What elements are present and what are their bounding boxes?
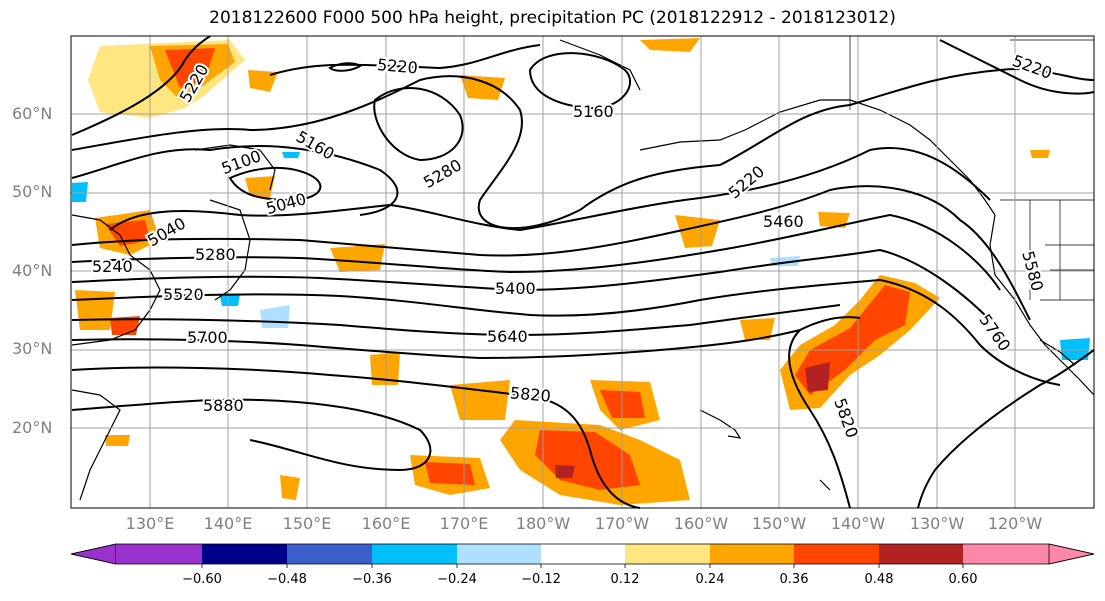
lon-label: 170°W [594,514,650,533]
lon-label: 130°W [909,514,965,533]
colorbar-bin [963,544,1049,564]
colorbar-bin [202,544,287,564]
lat-label: 40°N [12,261,53,280]
political-borders [849,36,1094,301]
plot-title: 2018122600 F000 500 hPa height, precipit… [209,8,896,28]
lon-label: 130°E [125,514,175,533]
contour-label: 5820 [509,383,551,405]
colorbar-tick-label: −0.48 [267,572,307,587]
graticule [71,36,1094,508]
colorbar-bin [116,544,202,564]
contour-label: 5400 [495,279,536,298]
colorbar-tick-label: −0.36 [352,572,392,587]
colorbar-bin [457,544,541,564]
colorbar-bin [372,544,457,564]
colorbar-bin [70,543,117,565]
contour-label: 5640 [487,327,528,346]
height-contours [71,35,1095,509]
colorbar-bin [1048,543,1095,565]
lon-label: 120°W [987,514,1043,533]
colorbar-bin [879,544,963,564]
lon-label: 160°W [673,514,729,533]
colorbar-bin [287,544,372,564]
colorbar-tick-label: −0.24 [437,572,477,587]
lon-label: 140°W [830,514,886,533]
colorbar [70,543,1095,568]
contour-label: 5160 [573,102,614,121]
lon-label: 150°E [282,514,332,533]
contour-label: 5880 [203,396,244,415]
contour-label: 5460 [763,212,804,231]
lon-label: 160°E [361,514,411,533]
colorbar-tick-label: 0.24 [695,572,725,587]
contour-label: 5280 [195,245,236,264]
lat-label: 30°N [12,339,53,358]
contour-label: 5520 [163,285,204,304]
lon-label: 170°E [439,514,489,533]
colorbar-bin [541,544,625,564]
contour-label: 5240 [92,257,133,276]
lat-label: 20°N [12,418,53,437]
colorbar-tick-label: −0.60 [182,572,222,587]
colorbar-tick-label: 0.36 [779,572,809,587]
lon-label: 140°E [203,514,253,533]
lat-label: 50°N [12,182,53,201]
contour-label: 5220 [376,55,418,77]
lon-label: 180°W [515,514,571,533]
colorbar-tick-label: 0.48 [864,572,894,587]
colorbar-tick-label: −0.12 [521,572,561,587]
colorbar-bin [625,544,710,564]
map-frame [70,35,1095,509]
lat-label: 60°N [12,104,53,123]
contour-label: 5700 [187,328,228,347]
lon-label: 150°W [751,514,807,533]
colorbar-tick-label: 0.60 [948,572,978,587]
colorbar-tick-label: 0.12 [610,572,640,587]
colorbar-bin [794,544,879,564]
colorbar-bin [710,544,794,564]
